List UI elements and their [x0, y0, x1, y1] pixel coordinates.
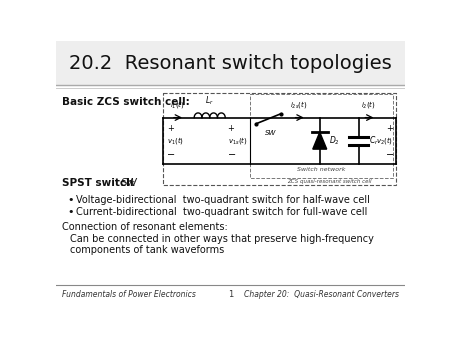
Text: $L_r$: $L_r$ — [205, 94, 214, 107]
Text: $v_1(t)$: $v_1(t)$ — [167, 135, 184, 146]
Text: +: + — [167, 124, 174, 133]
Text: Chapter 20:  Quasi-Resonant Converters: Chapter 20: Quasi-Resonant Converters — [244, 290, 399, 299]
Text: Switch network: Switch network — [297, 167, 346, 172]
Text: $D_2$: $D_2$ — [329, 135, 340, 147]
Text: Can be connected in other ways that preserve high-frequency: Can be connected in other ways that pres… — [70, 234, 374, 244]
Text: −: − — [167, 150, 175, 160]
Text: Current-bidirectional  two-quadrant switch for full-wave cell: Current-bidirectional two-quadrant switc… — [76, 207, 367, 217]
Text: +: + — [228, 124, 234, 133]
Text: Fundamentals of Power Electronics: Fundamentals of Power Electronics — [63, 290, 196, 299]
Text: $i_1(t)$: $i_1(t)$ — [170, 99, 184, 110]
Text: ZCS quasi-resonant switch cell: ZCS quasi-resonant switch cell — [287, 179, 371, 184]
Text: Voltage-bidirectional  two-quadrant switch for half-wave cell: Voltage-bidirectional two-quadrant switc… — [76, 195, 369, 205]
Text: SW: SW — [121, 178, 137, 188]
Text: :: : — [131, 178, 135, 188]
Bar — [250, 94, 392, 178]
Text: +: + — [387, 124, 393, 133]
Text: $v_{1s}(t)$: $v_{1s}(t)$ — [228, 135, 247, 146]
Polygon shape — [313, 132, 327, 149]
Text: Connection of resonant elements:: Connection of resonant elements: — [63, 222, 228, 232]
Text: 20.2  Resonant switch topologies: 20.2 Resonant switch topologies — [69, 54, 392, 73]
Text: $C_r$: $C_r$ — [369, 135, 379, 147]
Text: 1: 1 — [228, 290, 233, 299]
Text: −: − — [228, 150, 236, 160]
Text: $i_2(t)$: $i_2(t)$ — [361, 99, 376, 110]
Text: components of tank waveforms: components of tank waveforms — [70, 245, 225, 255]
Text: Basic ZCS switch cell:: Basic ZCS switch cell: — [63, 97, 190, 107]
Text: •: • — [67, 207, 73, 217]
Text: SW: SW — [265, 130, 276, 136]
Bar — [56, 41, 405, 85]
Text: SPST switch: SPST switch — [63, 178, 138, 188]
Text: $i_{2s}(t)$: $i_{2s}(t)$ — [290, 99, 307, 110]
Text: −: − — [387, 150, 395, 160]
Bar — [163, 93, 396, 185]
Text: $v_2(t)$: $v_2(t)$ — [376, 135, 393, 146]
Text: •: • — [67, 195, 73, 205]
